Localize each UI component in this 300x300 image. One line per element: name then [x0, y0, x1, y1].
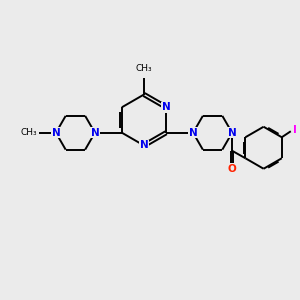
- Text: CH₃: CH₃: [20, 128, 37, 137]
- Text: N: N: [189, 128, 197, 138]
- Text: N: N: [91, 128, 99, 138]
- Text: N: N: [228, 128, 236, 138]
- Text: CH₃: CH₃: [136, 64, 152, 73]
- Text: N: N: [52, 128, 60, 138]
- Text: O: O: [228, 164, 236, 174]
- Text: N: N: [140, 140, 148, 151]
- Text: N: N: [162, 102, 170, 112]
- Text: I: I: [293, 125, 297, 135]
